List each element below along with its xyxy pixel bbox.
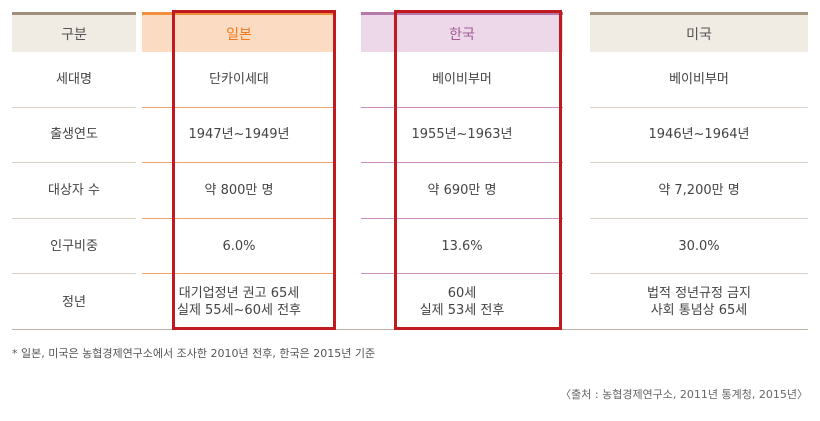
japan-highlight-box (172, 10, 336, 330)
japan-birth-year: 1947년~1949년 (142, 108, 336, 164)
korea-retirement: 60세 실제 53세 전후 (419, 286, 505, 319)
usa-birth-year: 1946년~1964년 (590, 108, 808, 164)
korea-population: 약 690만 명 (361, 163, 563, 219)
row-label-birth-year: 출생연도 (12, 108, 136, 164)
usa-retirement: 법적 정년규정 금지 사회 통념상 65세 (647, 286, 751, 319)
column-category: 구분 세대명 출생연도 대상자 수 인구비중 정년 (12, 12, 136, 330)
japan-share: 6.0% (142, 219, 336, 275)
korea-birth-year: 1955년~1963년 (361, 108, 563, 164)
row-label-generation: 세대명 (12, 52, 136, 108)
row-label-retirement: 정년 (62, 294, 86, 310)
header-usa: 미국 (590, 12, 808, 52)
korea-highlight-box (394, 10, 562, 330)
row-label-population: 대상자 수 (12, 163, 136, 219)
usa-generation: 베이비부머 (590, 52, 808, 108)
usa-population: 약 7,200만 명 (590, 163, 808, 219)
footnote: * 일본, 미국은 농협경제연구소에서 조사한 2010년 전후, 한국은 20… (12, 347, 376, 360)
korea-generation: 베이비부머 (361, 52, 563, 108)
usa-share: 30.0% (590, 219, 808, 275)
column-usa: 미국 베이비부머 1946년~1964년 약 7,200만 명 30.0% 법적… (590, 12, 808, 330)
header-category: 구분 (12, 12, 136, 52)
japan-generation: 단카이세대 (142, 52, 336, 108)
japan-population: 약 800만 명 (142, 163, 336, 219)
korea-share: 13.6% (361, 219, 563, 275)
row-label-share: 인구비중 (12, 219, 136, 275)
source-citation: 〈출처 : 농협경제연구소, 2011년 통계청, 2015년〉 (560, 388, 808, 401)
column-japan: 일본 단카이세대 1947년~1949년 약 800만 명 6.0% 대기업정년… (142, 12, 336, 330)
japan-retirement: 대기업정년 권고 65세 실제 55세~60세 전후 (176, 286, 301, 319)
